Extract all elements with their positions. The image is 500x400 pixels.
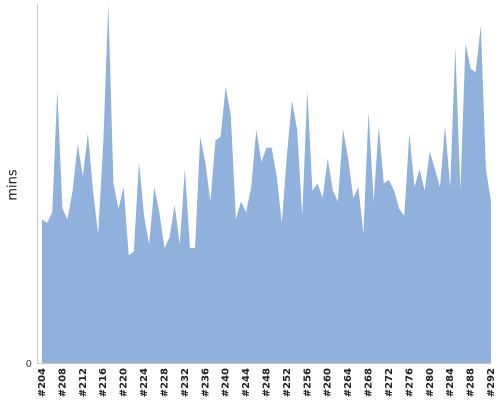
x-tick-label: #248 xyxy=(262,368,273,397)
y-axis-label: mins xyxy=(6,169,21,201)
x-tick-label: #272 xyxy=(384,368,395,397)
x-tick-label: #288 xyxy=(466,368,477,397)
x-tick-label: #204 xyxy=(37,368,48,397)
y-axis-ticks: 0 xyxy=(26,359,32,370)
x-tick-label: #264 xyxy=(343,368,354,397)
x-axis-ticks: #204 #208 #212 #216 #220 #224 #228 #232 #236 #240… xyxy=(37,368,497,397)
x-tick-label: #232 xyxy=(180,368,191,397)
x-tick-label: #268 xyxy=(364,368,375,397)
x-tick-label: #208 xyxy=(57,368,68,397)
area-series xyxy=(42,4,491,363)
x-tick-label: #256 xyxy=(302,368,313,397)
x-tick-label: #276 xyxy=(404,368,415,397)
x-tick-label: #244 xyxy=(241,368,252,397)
y-tick-label: 0 xyxy=(26,359,32,370)
x-tick-label: #228 xyxy=(159,368,170,397)
x-tick-label: #292 xyxy=(486,368,497,397)
x-tick-label: #224 xyxy=(139,368,150,397)
plot-area xyxy=(42,4,491,363)
x-tick-label: #260 xyxy=(323,368,334,397)
x-tick-label: #236 xyxy=(200,368,211,397)
x-tick-label: #220 xyxy=(119,368,130,397)
x-tick-label: #280 xyxy=(425,368,436,397)
x-tick-label: #284 xyxy=(445,368,456,397)
x-tick-label: #216 xyxy=(98,368,109,397)
x-tick-label: #240 xyxy=(221,368,232,397)
x-tick-label: #212 xyxy=(78,368,89,397)
x-tick-label: #252 xyxy=(282,368,293,397)
